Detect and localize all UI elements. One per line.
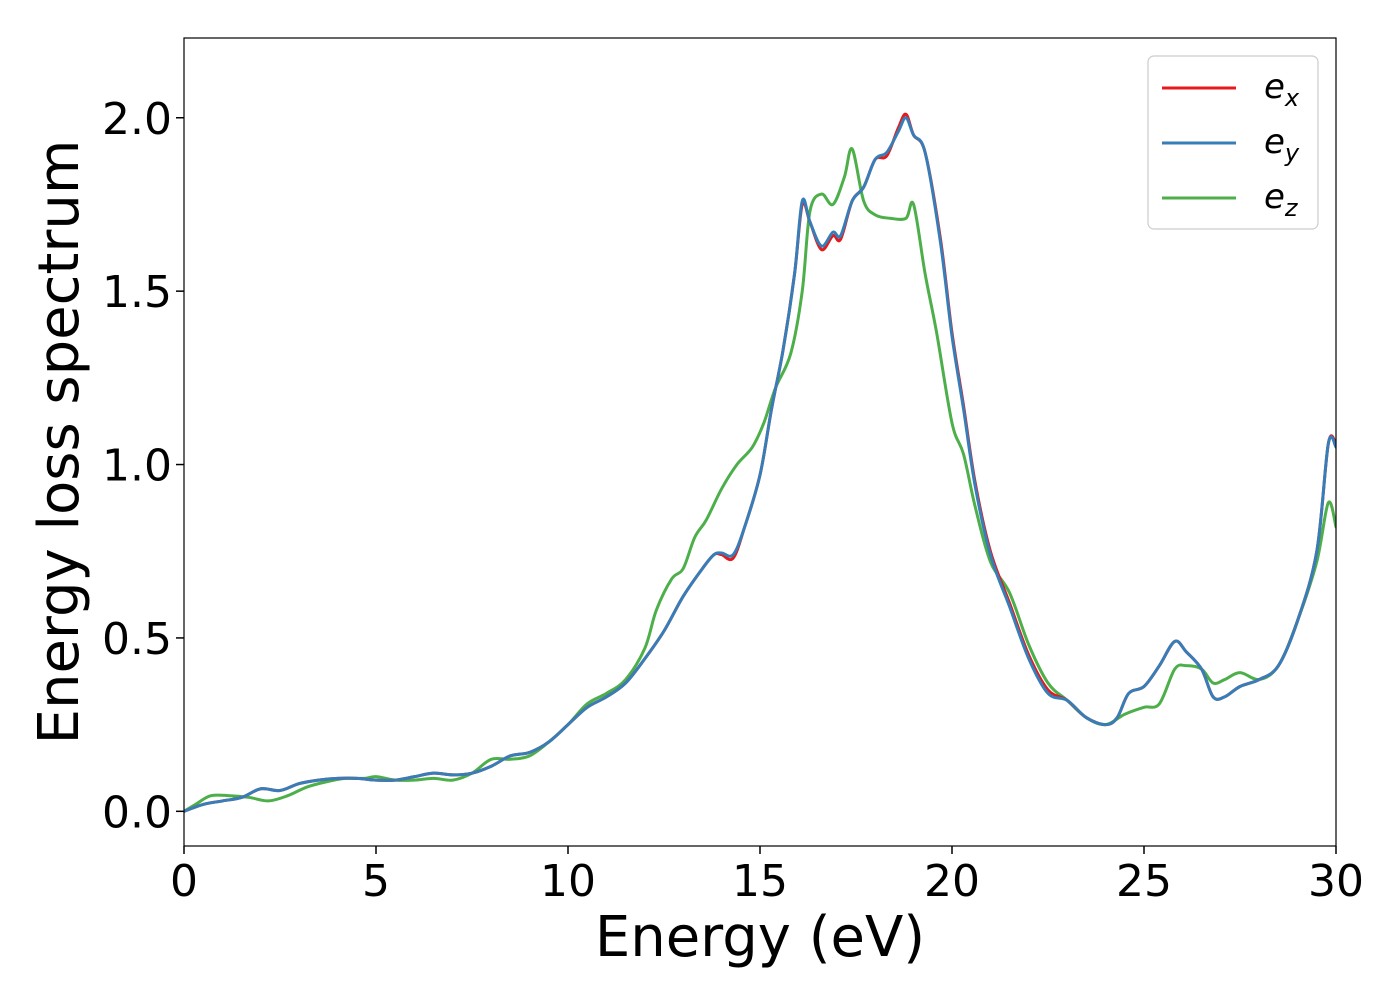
series-layer xyxy=(184,112,1336,813)
legend-label-e-x: ex xyxy=(1264,67,1300,112)
y-tick-label: 0.0 xyxy=(102,787,172,838)
y-axis-label: Energy loss spectrum xyxy=(27,140,92,745)
x-tick-label: 0 xyxy=(170,856,198,907)
legend-label-e-y: ey xyxy=(1264,122,1300,167)
legend: ex ey ez xyxy=(1147,55,1319,230)
series-line-e-y xyxy=(184,116,1336,813)
x-tick-label: 5 xyxy=(362,856,390,907)
y-tick-label: 2.0 xyxy=(102,94,172,145)
y-tick-label: 0.5 xyxy=(102,614,172,665)
y-axis-ticks: 0.0 0.5 1.0 1.5 2.0 xyxy=(102,94,184,838)
x-tick-label: 15 xyxy=(732,856,788,907)
x-tick-label: 10 xyxy=(540,856,596,907)
x-axis-ticks: 0 5 10 15 20 25 30 xyxy=(170,846,1364,907)
x-tick-label: 30 xyxy=(1308,856,1364,907)
y-tick-label: 1.5 xyxy=(102,267,172,318)
x-tick-label: 25 xyxy=(1116,856,1172,907)
y-tick-label: 1.0 xyxy=(102,441,172,492)
legend-label-e-z: ez xyxy=(1264,177,1299,222)
x-tick-label: 20 xyxy=(924,856,980,907)
x-axis-label: Energy (eV) xyxy=(595,905,925,970)
